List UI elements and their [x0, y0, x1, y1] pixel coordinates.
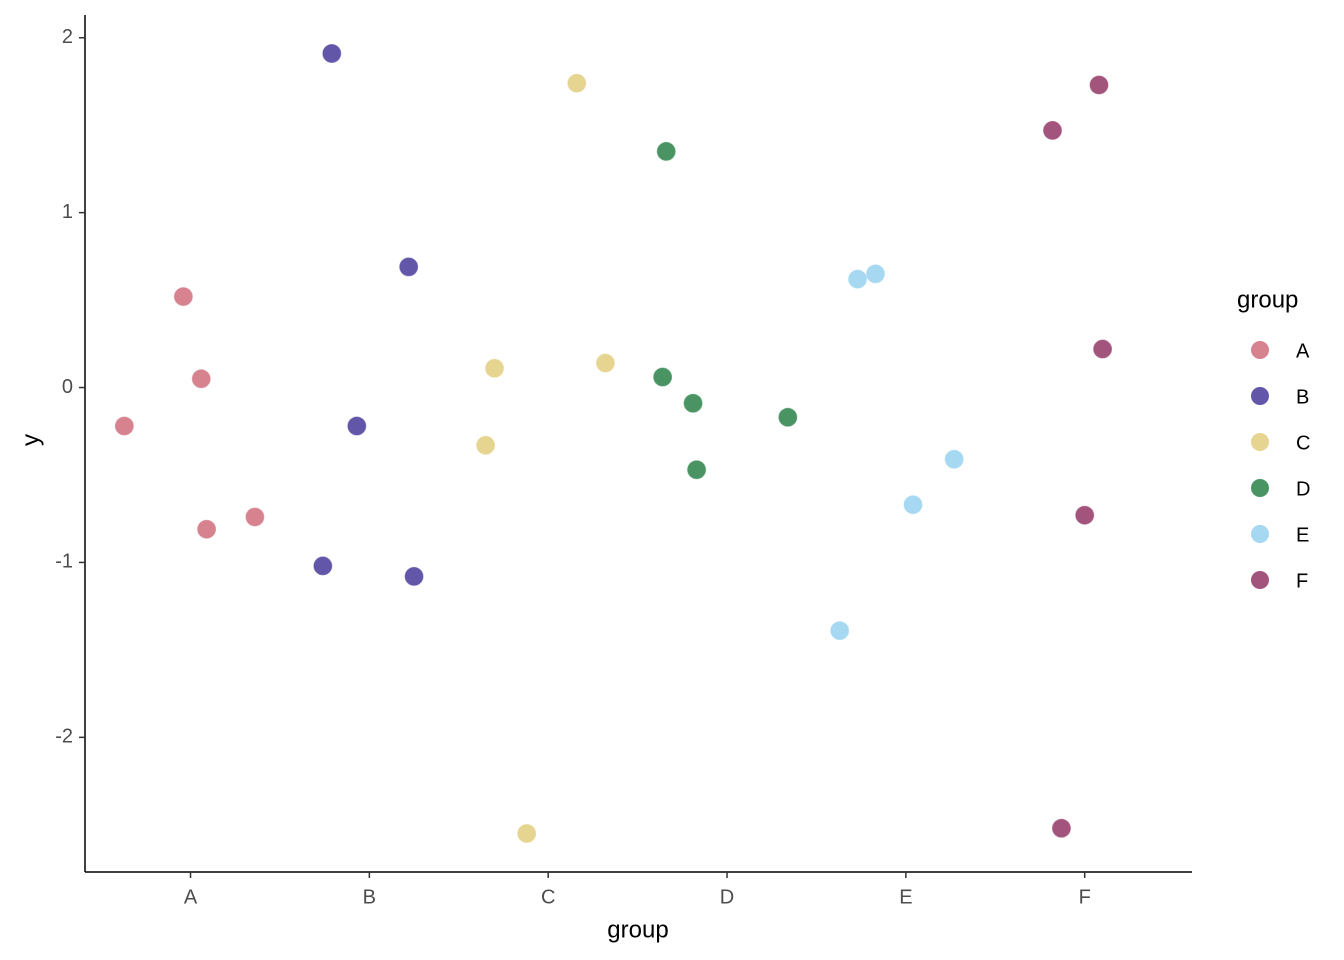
point — [687, 460, 707, 480]
x-tick-label: E — [899, 886, 912, 908]
point — [404, 566, 424, 586]
legend-marker — [1251, 479, 1269, 497]
point — [944, 449, 964, 469]
y-tick-label: 2 — [62, 26, 73, 48]
legend-marker — [1251, 525, 1269, 543]
legend-label: D — [1296, 478, 1310, 500]
point — [1093, 339, 1113, 359]
point — [1051, 818, 1071, 838]
point — [173, 287, 193, 307]
point — [1089, 75, 1109, 95]
point — [865, 264, 885, 284]
point — [653, 367, 673, 387]
point — [313, 556, 333, 576]
legend-label: C — [1296, 432, 1310, 454]
y-tick-label: 0 — [62, 376, 73, 398]
legend-label: F — [1296, 570, 1308, 592]
x-tick-label: C — [541, 886, 555, 908]
legend-marker — [1251, 341, 1269, 359]
legend-marker — [1251, 387, 1269, 405]
legend-marker — [1251, 571, 1269, 589]
point — [322, 43, 342, 63]
point — [399, 257, 419, 277]
point — [595, 353, 615, 373]
y-tick-label: -2 — [55, 726, 73, 748]
point — [114, 416, 134, 436]
x-tick-label: D — [720, 886, 734, 908]
point — [567, 73, 587, 93]
point — [778, 407, 798, 427]
point — [347, 416, 367, 436]
y-tick-label: 1 — [62, 201, 73, 223]
x-tick-label: F — [1079, 886, 1091, 908]
point — [1075, 505, 1095, 525]
point — [476, 435, 496, 455]
point — [517, 824, 537, 844]
point — [656, 141, 676, 161]
point — [1043, 120, 1063, 140]
point — [191, 369, 211, 389]
legend-label: B — [1296, 386, 1309, 408]
point — [903, 495, 923, 515]
legend-label: E — [1296, 524, 1309, 546]
x-tick-label: B — [363, 886, 376, 908]
point — [830, 621, 850, 641]
x-tick-label: A — [184, 886, 198, 908]
legend-title: group — [1237, 286, 1298, 313]
point — [197, 519, 217, 539]
y-axis-title: y — [17, 434, 44, 446]
point — [245, 507, 265, 527]
legend-label: A — [1296, 340, 1310, 362]
legend-marker — [1251, 433, 1269, 451]
x-axis-title: group — [607, 916, 668, 943]
point — [848, 269, 868, 289]
y-tick-label: -1 — [55, 551, 73, 573]
point — [485, 358, 505, 378]
point — [683, 393, 703, 413]
